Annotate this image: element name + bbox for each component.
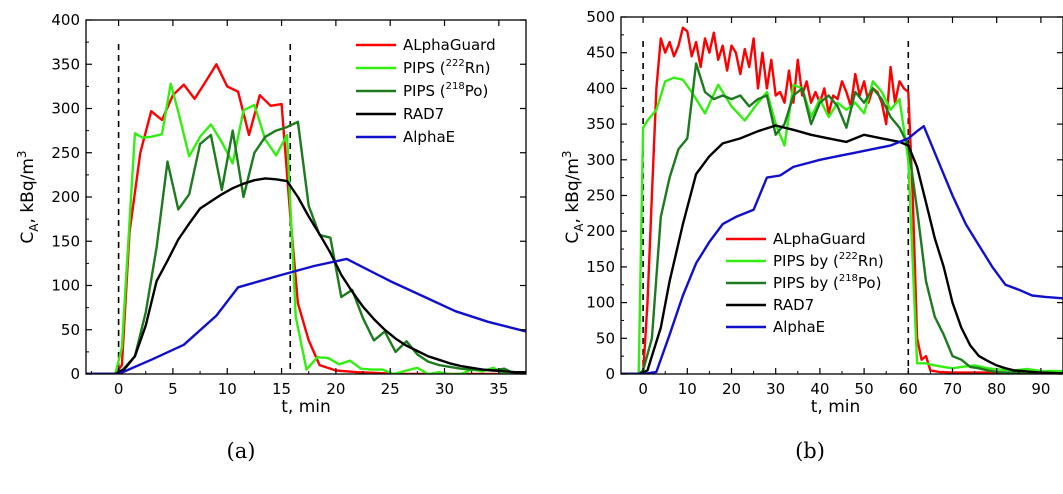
x-tick-label: 25: [381, 380, 400, 398]
x-tick-label: 10: [678, 380, 697, 398]
x-tick-label: 80: [987, 380, 1006, 398]
y-axis-label: CA, kBq/m3: [15, 150, 41, 243]
series-line-1: [86, 63, 526, 374]
y-tick-label: 300: [51, 100, 80, 118]
x-tick-label: 20: [326, 380, 345, 398]
series-line-5: [86, 257, 526, 374]
x-tick-label: 10: [218, 380, 237, 398]
x-tick-label: 5: [168, 380, 178, 398]
x-tick-label: 15: [272, 380, 291, 398]
legend-label: ALphaGuard: [403, 36, 496, 54]
series-line-3: [86, 120, 526, 374]
y-tick-label: 50: [61, 321, 80, 339]
series-line-2: [86, 82, 526, 374]
x-tick-label: 0: [114, 380, 124, 398]
y-tick-label: 400: [51, 11, 80, 29]
x-tick-label: 60: [899, 380, 918, 398]
x-tick-label: 70: [943, 380, 962, 398]
legend-label: PIPS (222Rn): [403, 58, 491, 77]
y-tick-label: 500: [586, 8, 615, 26]
legend-label: AlphaE: [403, 128, 455, 146]
x-tick-label: 35: [489, 380, 508, 398]
legend-label: RAD7: [403, 105, 444, 123]
plot-frame: [85, 19, 527, 375]
x-axis-label: t, min: [811, 397, 861, 417]
y-tick-label: 450: [586, 44, 615, 62]
y-tick-label: 100: [51, 277, 80, 295]
series-group: [86, 63, 526, 374]
series-line-2: [621, 76, 1063, 374]
y-tick-label: 100: [586, 294, 615, 312]
y-tick-label: 250: [586, 187, 615, 205]
x-tick-label: 30: [766, 380, 785, 398]
legend: ALphaGuard PIPS by (222Rn) PIPS by (218Po)…: [726, 230, 884, 336]
legend-label: AlphaE: [773, 318, 825, 336]
chart-a: 0 5 10 15 20 25 30 35050100150200250300350400t,…: [15, 11, 527, 463]
series-line-4: [621, 124, 1063, 374]
y-tick-label: 300: [586, 151, 615, 169]
x-tick-label: 50: [855, 380, 874, 398]
y-tick-label: 0: [70, 365, 80, 383]
series-group: [621, 26, 1063, 374]
y-tick-label: 50: [596, 329, 615, 347]
plot-frame: [620, 16, 1063, 375]
series-line-4: [86, 177, 526, 374]
x-tick-label: 90: [1031, 380, 1050, 398]
x-tick-label: 20: [722, 380, 741, 398]
legend-label: ALphaGuard: [773, 230, 866, 248]
y-tick-label: 350: [586, 115, 615, 133]
y-tick-label: 250: [51, 144, 80, 162]
legend: ALphaGuard PIPS (222Rn) PIPS (218Po) RAD7 Al…: [356, 36, 496, 146]
x-tick-label: 0: [638, 380, 648, 398]
panel-caption: (a): [227, 439, 256, 463]
y-tick-label: 0: [605, 365, 615, 383]
x-axis-label: t, min: [281, 397, 331, 417]
series-line-5: [621, 124, 1063, 374]
y-tick-label: 350: [51, 55, 80, 73]
y-axis-label: CA, kBq/m3: [560, 150, 586, 243]
legend-label: PIPS by (218Po): [773, 273, 881, 292]
y-tick-label: 400: [586, 79, 615, 97]
y-tick-label: 200: [586, 222, 615, 240]
x-tick-label: 40: [810, 380, 829, 398]
y-tick-label: 150: [586, 258, 615, 276]
chart-b: 0 10 20 30 40 50 60 70 80 90 0 50 100 150 200 250 300 350…: [560, 8, 1063, 463]
panel-caption: (b): [795, 439, 825, 463]
legend-label: PIPS (218Po): [403, 81, 488, 100]
series-line-3: [621, 62, 1063, 374]
series-line-1: [621, 26, 1063, 374]
legend-label: PIPS by (222Rn): [773, 251, 884, 270]
y-tick-label: 150: [51, 232, 80, 250]
legend-label: RAD7: [773, 296, 814, 314]
x-tick-label: 30: [435, 380, 454, 398]
y-tick-label: 200: [51, 188, 80, 206]
